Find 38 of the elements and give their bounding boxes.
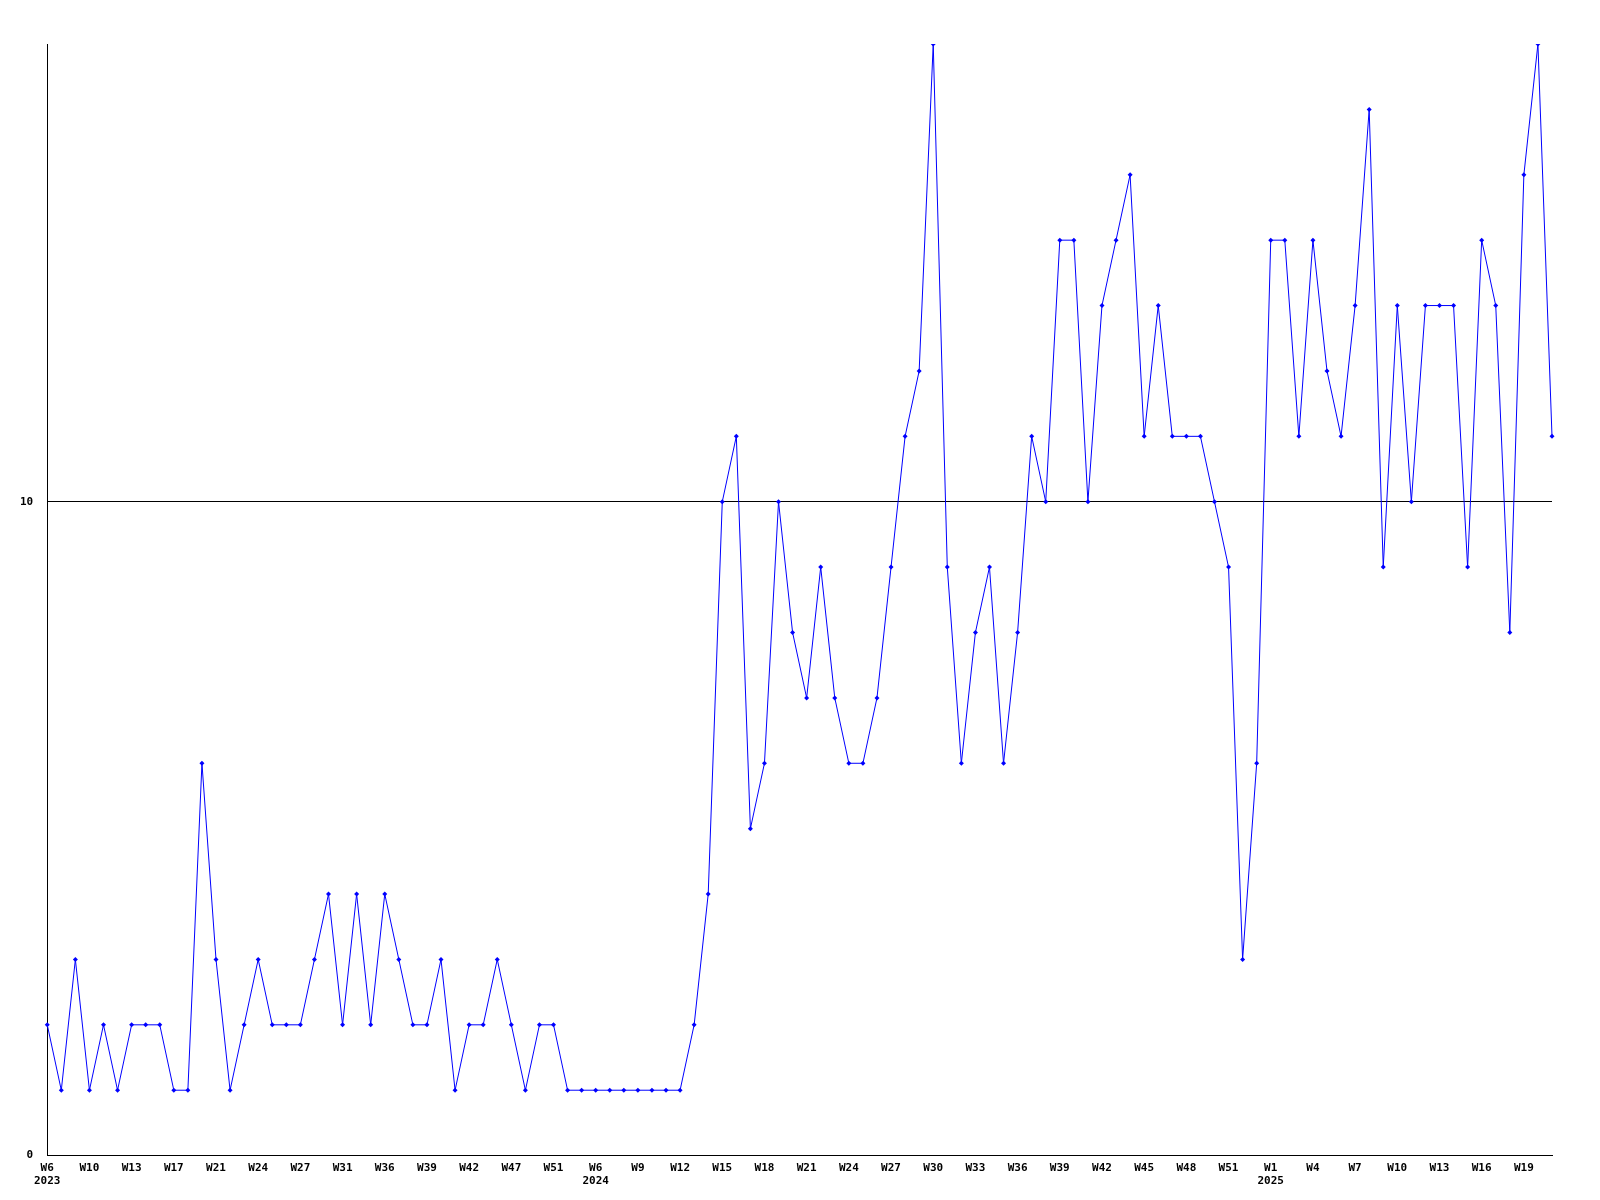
x-tick-label: W45 (1134, 1161, 1155, 1175)
y-tick-label: 0 (26, 1148, 34, 1162)
x-tick-label: W42 (1092, 1161, 1112, 1175)
x-tick-label: W19 (1513, 1161, 1534, 1175)
x-tick-label: W36 (374, 1161, 396, 1175)
x-tick-label: W1 2025 (1257, 1161, 1284, 1188)
x-tick-label: W24 (838, 1161, 860, 1175)
x-tick-label: W17 (163, 1161, 184, 1175)
x-tick-label: W21 (206, 1161, 227, 1175)
x-tick-label: W6 2023 (34, 1161, 61, 1188)
y-tick-label: 10 (20, 494, 34, 508)
x-tick-label: W10 (79, 1161, 100, 1175)
x-tick-label: W9 (631, 1161, 645, 1175)
x-tick-label: W51 (1218, 1161, 1239, 1175)
x-tick-label: W33 (965, 1161, 986, 1175)
x-tick-label: W39 (417, 1161, 437, 1175)
x-tick-label: W42 (459, 1161, 480, 1175)
x-tick-label: W6 2024 (582, 1161, 610, 1188)
x-tick-label: W48 (1176, 1161, 1197, 1175)
x-tick-label: W16 (1471, 1161, 1492, 1175)
x-tick-label: W10 (1387, 1161, 1408, 1175)
x-tick-label: W30 (923, 1161, 944, 1175)
x-tick-label: W13 (1429, 1161, 1450, 1175)
x-tick-label: W47 (501, 1161, 522, 1175)
x-tick-label: W15 (712, 1161, 733, 1175)
x-tick-label: W12 (670, 1161, 691, 1175)
x-tick-label: W39 (1049, 1161, 1070, 1175)
x-tick-label: W4 (1306, 1161, 1320, 1175)
x-tick-label: W18 (754, 1161, 775, 1175)
x-tick-label: W13 (121, 1161, 142, 1175)
x-tick-label: W21 (796, 1161, 817, 1175)
x-tick-label: W31 (332, 1161, 353, 1175)
x-tick-label: W36 (1007, 1161, 1028, 1175)
x-tick-label: W27 (290, 1161, 311, 1175)
x-tick-label: W51 (543, 1161, 564, 1175)
x-tick-label: W7 (1348, 1161, 1362, 1175)
x-tick-label: W27 (881, 1161, 901, 1175)
x-tick-label: W24 (248, 1161, 269, 1175)
